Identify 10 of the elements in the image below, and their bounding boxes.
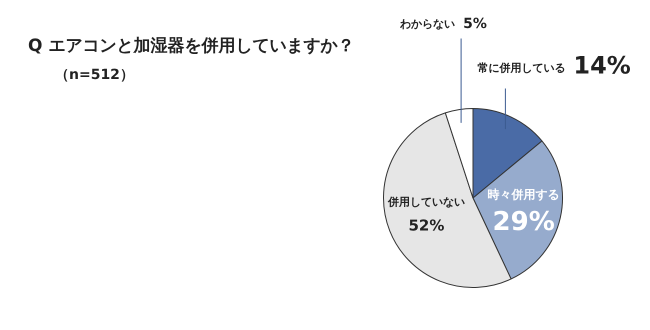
slice-label: 常に併用している [477,61,566,74]
data-label: 5% [463,16,487,32]
slice-label: 時々併用する [488,187,560,202]
data-label: 52% [408,216,444,234]
data-label: 29% [492,207,555,238]
slice-label: わからない [399,17,456,30]
slice-label: 併用していない [386,195,465,208]
text: Q エアコンと加湿器を併用していますか？ [28,35,354,57]
data-label: 14% [573,52,631,80]
text: （n=512） [55,66,134,84]
